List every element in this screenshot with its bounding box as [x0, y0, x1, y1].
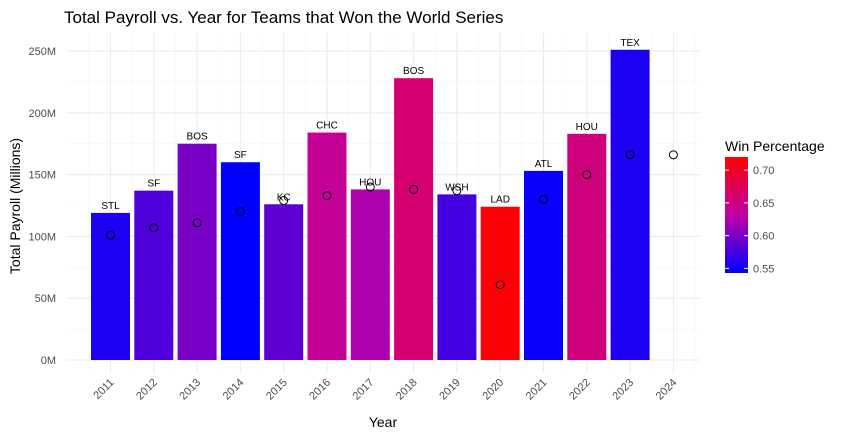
- data-point: [625, 150, 635, 160]
- x-axis-title: Year: [369, 414, 398, 430]
- y-tick-label: 50M: [35, 293, 56, 305]
- legend-tick-label: 0.65: [753, 198, 774, 210]
- bar: [134, 190, 174, 360]
- bar: [567, 133, 607, 360]
- y-tick-label: 200M: [28, 108, 56, 120]
- bar-label: KC: [277, 192, 291, 203]
- data-point: [279, 196, 289, 206]
- bar-label: TEX: [620, 38, 640, 49]
- x-tick-label: 2017: [351, 377, 377, 403]
- legend-tick-label: 0.70: [753, 165, 774, 177]
- x-axis-ticks: 2011 2012 2013 2014 2015 2016 2017 2018 2019 2020…: [91, 377, 679, 403]
- bar: [307, 132, 347, 360]
- bar: [177, 143, 217, 360]
- x-tick-label: 2013: [177, 377, 203, 403]
- x-tick-label: 2021: [524, 377, 550, 403]
- x-tick-label: 2012: [134, 377, 160, 403]
- data-point: [582, 170, 592, 180]
- bar-label: WSH: [445, 182, 468, 193]
- points: [106, 150, 678, 290]
- legend-ticks: 0.55 0.60 0.65 0.70: [725, 165, 774, 275]
- bar-label: CHC: [316, 121, 338, 132]
- data-point: [668, 150, 678, 160]
- bar-label: ATL: [535, 159, 553, 170]
- bar-label: SF: [234, 150, 247, 161]
- data-point: [452, 186, 462, 196]
- bar-label: LAD: [490, 195, 509, 206]
- x-tick-label: 2015: [264, 377, 290, 403]
- data-point: [149, 223, 159, 233]
- x-tick-label: 2016: [307, 377, 333, 403]
- y-axis-ticks: 0M 50M 100M 150M 200M 250M: [28, 46, 56, 367]
- bar: [91, 212, 130, 360]
- data-point: [235, 207, 245, 217]
- x-tick-label: 2022: [567, 377, 593, 403]
- x-tick-label: 2023: [610, 377, 636, 403]
- bar-label: STL: [101, 201, 120, 212]
- y-tick-label: 150M: [28, 170, 56, 182]
- data-point: [409, 184, 419, 194]
- y-tick-label: 250M: [28, 46, 56, 58]
- legend-title: Win Percentage: [725, 138, 825, 154]
- bar-label: SF: [147, 179, 160, 190]
- bar: [480, 206, 520, 360]
- y-tick-label: 0M: [41, 355, 56, 367]
- legend-tick-label: 0.55: [753, 263, 774, 275]
- legend-colorbar: [725, 157, 748, 273]
- data-point: [322, 191, 332, 201]
- chart-title: Total Payroll vs. Year for Teams that Wo…: [64, 8, 503, 27]
- x-tick-label: 2011: [91, 377, 116, 402]
- bar-label: HOU: [576, 122, 598, 133]
- data-point: [539, 194, 548, 204]
- bar: [524, 170, 563, 360]
- data-point: [106, 230, 115, 240]
- y-axis-title: Total Payroll (Millions): [7, 138, 23, 274]
- data-point: [495, 280, 505, 290]
- data-point: [365, 182, 375, 192]
- bars: [91, 49, 650, 360]
- y-tick-label: 100M: [28, 231, 56, 243]
- bar: [350, 189, 390, 360]
- data-point: [192, 218, 202, 228]
- x-tick-label: 2019: [437, 377, 463, 403]
- x-tick-label: 2024: [654, 377, 680, 403]
- bar: [394, 78, 434, 360]
- legend: Win Percentage 0.55 0.60 0.65 0.70: [725, 138, 825, 275]
- x-tick-label: 2014: [221, 377, 247, 403]
- bar-label: BOS: [187, 132, 208, 143]
- bar: [264, 204, 304, 360]
- x-tick-label: 2018: [394, 377, 420, 403]
- bar: [437, 194, 477, 360]
- legend-tick-label: 0.60: [753, 231, 774, 243]
- x-tick-label: 2020: [481, 377, 507, 403]
- bar-label: BOS: [403, 66, 424, 77]
- bar: [220, 162, 260, 360]
- bar: [610, 49, 650, 360]
